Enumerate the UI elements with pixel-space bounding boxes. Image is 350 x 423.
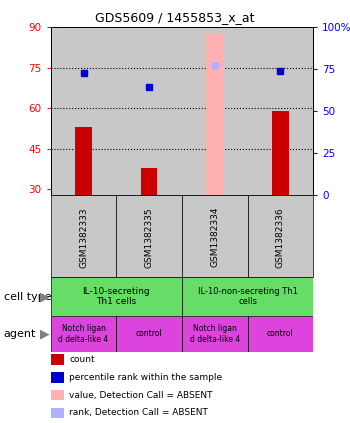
Text: ▶: ▶: [40, 290, 49, 303]
Bar: [51, 195, 116, 277]
Text: count: count: [69, 355, 95, 364]
Text: GSM1382333: GSM1382333: [79, 207, 88, 268]
Bar: [51, 27, 116, 195]
Bar: [248, 27, 313, 195]
Text: IL-10-non-secreting Th1
cells: IL-10-non-secreting Th1 cells: [198, 287, 298, 306]
Bar: [248, 316, 313, 352]
Text: agent: agent: [4, 329, 36, 339]
Bar: [116, 195, 182, 277]
Text: GSM1382336: GSM1382336: [276, 207, 285, 268]
Text: cell type: cell type: [4, 291, 51, 302]
Bar: [141, 168, 158, 195]
Bar: [116, 27, 182, 195]
Text: GSM1382335: GSM1382335: [145, 207, 154, 268]
Text: control: control: [267, 330, 294, 338]
Text: rank, Detection Call = ABSENT: rank, Detection Call = ABSENT: [69, 408, 208, 418]
Bar: [75, 127, 92, 195]
Text: percentile rank within the sample: percentile rank within the sample: [69, 373, 223, 382]
Bar: [116, 316, 182, 352]
Bar: [51, 277, 182, 316]
Text: IL-10-secreting
Th1 cells: IL-10-secreting Th1 cells: [83, 287, 150, 306]
Bar: [272, 111, 289, 195]
Text: ▶: ▶: [40, 327, 49, 341]
Bar: [206, 33, 224, 195]
Text: value, Detection Call = ABSENT: value, Detection Call = ABSENT: [69, 390, 213, 400]
Bar: [182, 27, 248, 195]
Text: GSM1382334: GSM1382334: [210, 207, 219, 267]
Bar: [248, 195, 313, 277]
Bar: [182, 316, 248, 352]
Text: Notch ligan
d delta-like 4: Notch ligan d delta-like 4: [58, 324, 109, 343]
Bar: [51, 316, 116, 352]
Text: control: control: [136, 330, 162, 338]
Bar: [182, 195, 248, 277]
Text: Notch ligan
d delta-like 4: Notch ligan d delta-like 4: [190, 324, 240, 343]
Bar: [182, 277, 313, 316]
Text: GDS5609 / 1455853_x_at: GDS5609 / 1455853_x_at: [95, 11, 255, 24]
